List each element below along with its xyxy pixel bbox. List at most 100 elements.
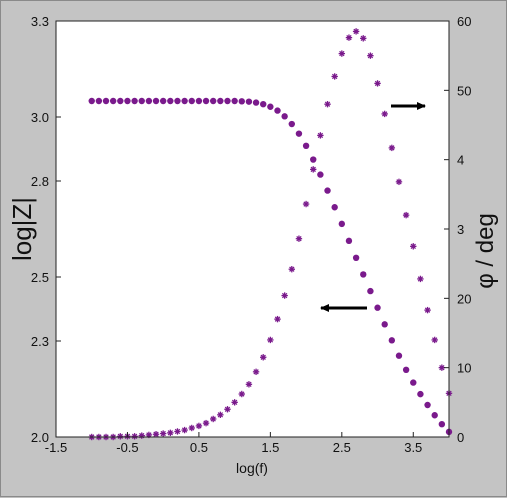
impedance-point (417, 390, 424, 398)
phase-point (310, 166, 317, 173)
impedance-point (360, 271, 367, 278)
phase-point (152, 431, 160, 438)
y-left-tick-label: 2.5 (31, 270, 49, 285)
y-right-tick-label: 3 (457, 222, 464, 237)
impedance-point (88, 97, 95, 105)
phase-point (324, 100, 331, 108)
phase-point (331, 73, 338, 80)
phase-point (159, 430, 167, 437)
impedance-point (388, 337, 396, 344)
phase-point (431, 336, 438, 344)
impedance-point (224, 97, 231, 105)
phase-point (410, 243, 417, 250)
impedance-point (124, 97, 131, 105)
axis-ticks: -1.5 -0.5 0.5 1.5 2.5 3.5 2.0 2.3 2.5 2.8 3.0 3.3 0 1… (31, 14, 472, 455)
x-tick-label: -1.5 (45, 440, 67, 455)
impedance-point (267, 103, 274, 110)
y-left-tick-label: 2.0 (31, 430, 49, 445)
phase-point (281, 292, 288, 299)
impedance-point (410, 379, 417, 386)
impedance-point (424, 401, 431, 409)
phase-point (367, 52, 374, 59)
phase-point (181, 426, 188, 434)
x-tick-label: 1.5 (261, 440, 279, 455)
y-left-axis-label: log|Z| (7, 197, 37, 261)
phase-point (224, 406, 231, 413)
impedance-point (102, 97, 110, 105)
phase-point (417, 275, 424, 283)
impedance-point (302, 142, 310, 149)
y-right-tick-label: 60 (457, 14, 471, 29)
impedance-point (252, 99, 260, 106)
phase-point (338, 50, 346, 57)
phase-point (245, 381, 253, 388)
impedance-point (109, 97, 117, 105)
phase-point (145, 431, 153, 439)
phase-point (267, 336, 274, 344)
impedance-point (95, 97, 103, 105)
impedance-point (217, 97, 224, 105)
x-tick-label: 0.5 (190, 440, 208, 455)
impedance-point (245, 98, 253, 105)
impedance-point (181, 97, 188, 105)
phase-point (209, 415, 217, 423)
impedance-point (138, 97, 145, 105)
impedance-point (367, 287, 374, 295)
x-tick-label: 3.5 (404, 440, 422, 455)
phase-point (295, 235, 303, 242)
y-left-tick-label: 3.3 (31, 14, 49, 29)
impedance-point (152, 97, 160, 105)
impedance-point (210, 97, 217, 105)
x-tick-label: -0.5 (116, 440, 138, 455)
impedance-point (295, 130, 303, 137)
impedance-point (274, 107, 281, 114)
phase-point (302, 200, 310, 208)
phase-point (360, 35, 367, 42)
y-right-tick-label: 0 (457, 430, 464, 445)
phase-point (395, 178, 403, 186)
impedance-point (324, 187, 331, 194)
y-right-tick-label: 4 (457, 153, 464, 168)
impedance-point (374, 304, 381, 311)
y-right-tick-label: 20 (457, 291, 471, 306)
phase-point (274, 315, 281, 323)
x-axis-label: log(f) (236, 460, 268, 476)
phase-point (438, 364, 446, 371)
phase-point (188, 424, 195, 432)
y-right-axis-label: φ / deg (472, 213, 499, 289)
phase-point (252, 368, 260, 376)
impedance-point (145, 97, 153, 105)
impedance-point (174, 97, 181, 105)
impedance-point (238, 98, 245, 105)
phase-point (381, 110, 388, 118)
phase-point (288, 266, 295, 273)
phase-point (352, 28, 360, 35)
impedance-point (402, 366, 410, 373)
impedance-point (202, 97, 210, 105)
y-right-tick-label: 10 (457, 361, 471, 376)
impedance-point (260, 101, 267, 108)
phase-point (231, 399, 238, 406)
phase-point (202, 419, 210, 427)
impedance-point (438, 421, 446, 428)
impedance-point (195, 97, 203, 105)
phase-point (195, 422, 203, 430)
impedance-point (431, 412, 438, 419)
x-tick-label: 2.5 (333, 440, 351, 455)
phase-point (317, 132, 324, 139)
phase-point (345, 34, 353, 41)
phase-point (217, 411, 224, 419)
impedance-point (331, 204, 338, 211)
impedance-point (395, 352, 403, 359)
impedance-point (381, 321, 388, 328)
y-right-tick-label: 50 (457, 83, 471, 98)
impedance-point (131, 97, 138, 105)
plot-area (56, 21, 449, 437)
impedance-point (288, 120, 295, 128)
impedance-point (167, 97, 174, 105)
impedance-point (281, 113, 288, 120)
series-marks (88, 28, 453, 441)
phase-point (174, 428, 181, 435)
